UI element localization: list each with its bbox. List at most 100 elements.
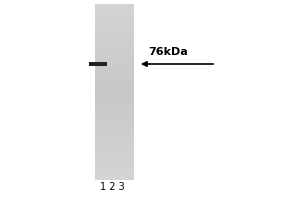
Bar <box>94 25 134 26</box>
Bar <box>94 175 134 176</box>
Bar <box>94 168 134 169</box>
Bar <box>94 171 134 172</box>
Bar <box>94 102 134 103</box>
Bar <box>94 58 134 59</box>
Bar <box>94 41 134 42</box>
Bar <box>94 105 134 106</box>
Bar <box>94 173 134 174</box>
Bar <box>94 85 134 86</box>
Bar <box>94 59 134 60</box>
Bar <box>94 116 134 117</box>
Bar <box>94 96 134 97</box>
Bar <box>94 141 134 142</box>
Bar <box>94 46 134 47</box>
Bar <box>94 26 134 27</box>
Bar <box>94 156 134 157</box>
Bar <box>94 6 134 7</box>
Bar <box>94 52 134 53</box>
Bar <box>94 79 134 80</box>
Bar <box>94 37 134 38</box>
Bar <box>94 104 134 105</box>
Bar <box>94 169 134 170</box>
Bar <box>94 172 134 173</box>
Bar <box>94 107 134 108</box>
Bar <box>94 31 134 32</box>
Bar <box>94 119 134 120</box>
Bar <box>94 135 134 136</box>
Bar <box>94 111 134 112</box>
Bar <box>94 39 134 40</box>
Bar <box>94 174 134 175</box>
Bar <box>94 77 134 78</box>
Bar <box>94 136 134 137</box>
Bar <box>94 50 134 51</box>
Bar <box>94 94 134 95</box>
Bar <box>94 146 134 147</box>
Bar <box>94 160 134 161</box>
Bar <box>94 118 134 119</box>
Bar <box>94 87 134 88</box>
Bar <box>94 179 134 180</box>
Bar <box>94 82 134 83</box>
Bar <box>94 144 134 145</box>
Bar <box>94 53 134 54</box>
Bar <box>94 163 134 164</box>
Bar <box>94 91 134 92</box>
Bar <box>94 131 134 132</box>
Bar <box>94 68 134 69</box>
Bar <box>94 100 134 101</box>
Bar <box>94 83 134 84</box>
Bar <box>94 110 134 111</box>
Bar <box>94 73 134 74</box>
Bar <box>94 138 134 139</box>
Bar <box>94 69 134 70</box>
Text: 1 2 3: 1 2 3 <box>100 182 125 192</box>
Bar <box>94 124 134 125</box>
Bar <box>94 149 134 150</box>
Bar <box>94 86 134 87</box>
Bar <box>94 147 134 148</box>
Bar <box>94 103 134 104</box>
Bar <box>94 89 134 90</box>
Bar <box>94 71 134 72</box>
Bar <box>94 150 134 151</box>
Bar <box>94 42 134 43</box>
Bar <box>94 70 134 71</box>
Bar <box>94 178 134 179</box>
Bar <box>94 74 134 75</box>
Bar <box>94 167 134 168</box>
Bar <box>94 54 134 55</box>
Bar <box>94 139 134 140</box>
Bar <box>94 120 134 121</box>
Bar <box>94 164 134 165</box>
Bar <box>94 158 134 159</box>
Bar <box>94 48 134 49</box>
Bar <box>94 88 134 89</box>
Bar <box>94 27 134 28</box>
Bar <box>94 33 134 34</box>
Bar <box>94 176 134 177</box>
Bar <box>94 65 134 66</box>
Bar <box>94 129 134 130</box>
Bar <box>94 36 134 37</box>
Bar <box>94 13 134 14</box>
Bar <box>94 157 134 158</box>
Bar <box>94 161 134 162</box>
Bar <box>94 51 134 52</box>
Bar <box>94 112 134 113</box>
Bar <box>94 9 134 10</box>
Bar <box>94 99 134 100</box>
Bar <box>94 155 134 156</box>
Bar <box>94 21 134 22</box>
Bar <box>94 72 134 73</box>
Bar <box>94 49 134 50</box>
Bar <box>94 148 134 149</box>
Bar <box>94 75 134 76</box>
Bar <box>94 8 134 9</box>
Bar <box>94 60 134 61</box>
Bar <box>94 4 134 5</box>
Bar <box>94 76 134 77</box>
Bar <box>94 101 134 102</box>
Bar <box>94 113 134 114</box>
Bar <box>94 47 134 48</box>
